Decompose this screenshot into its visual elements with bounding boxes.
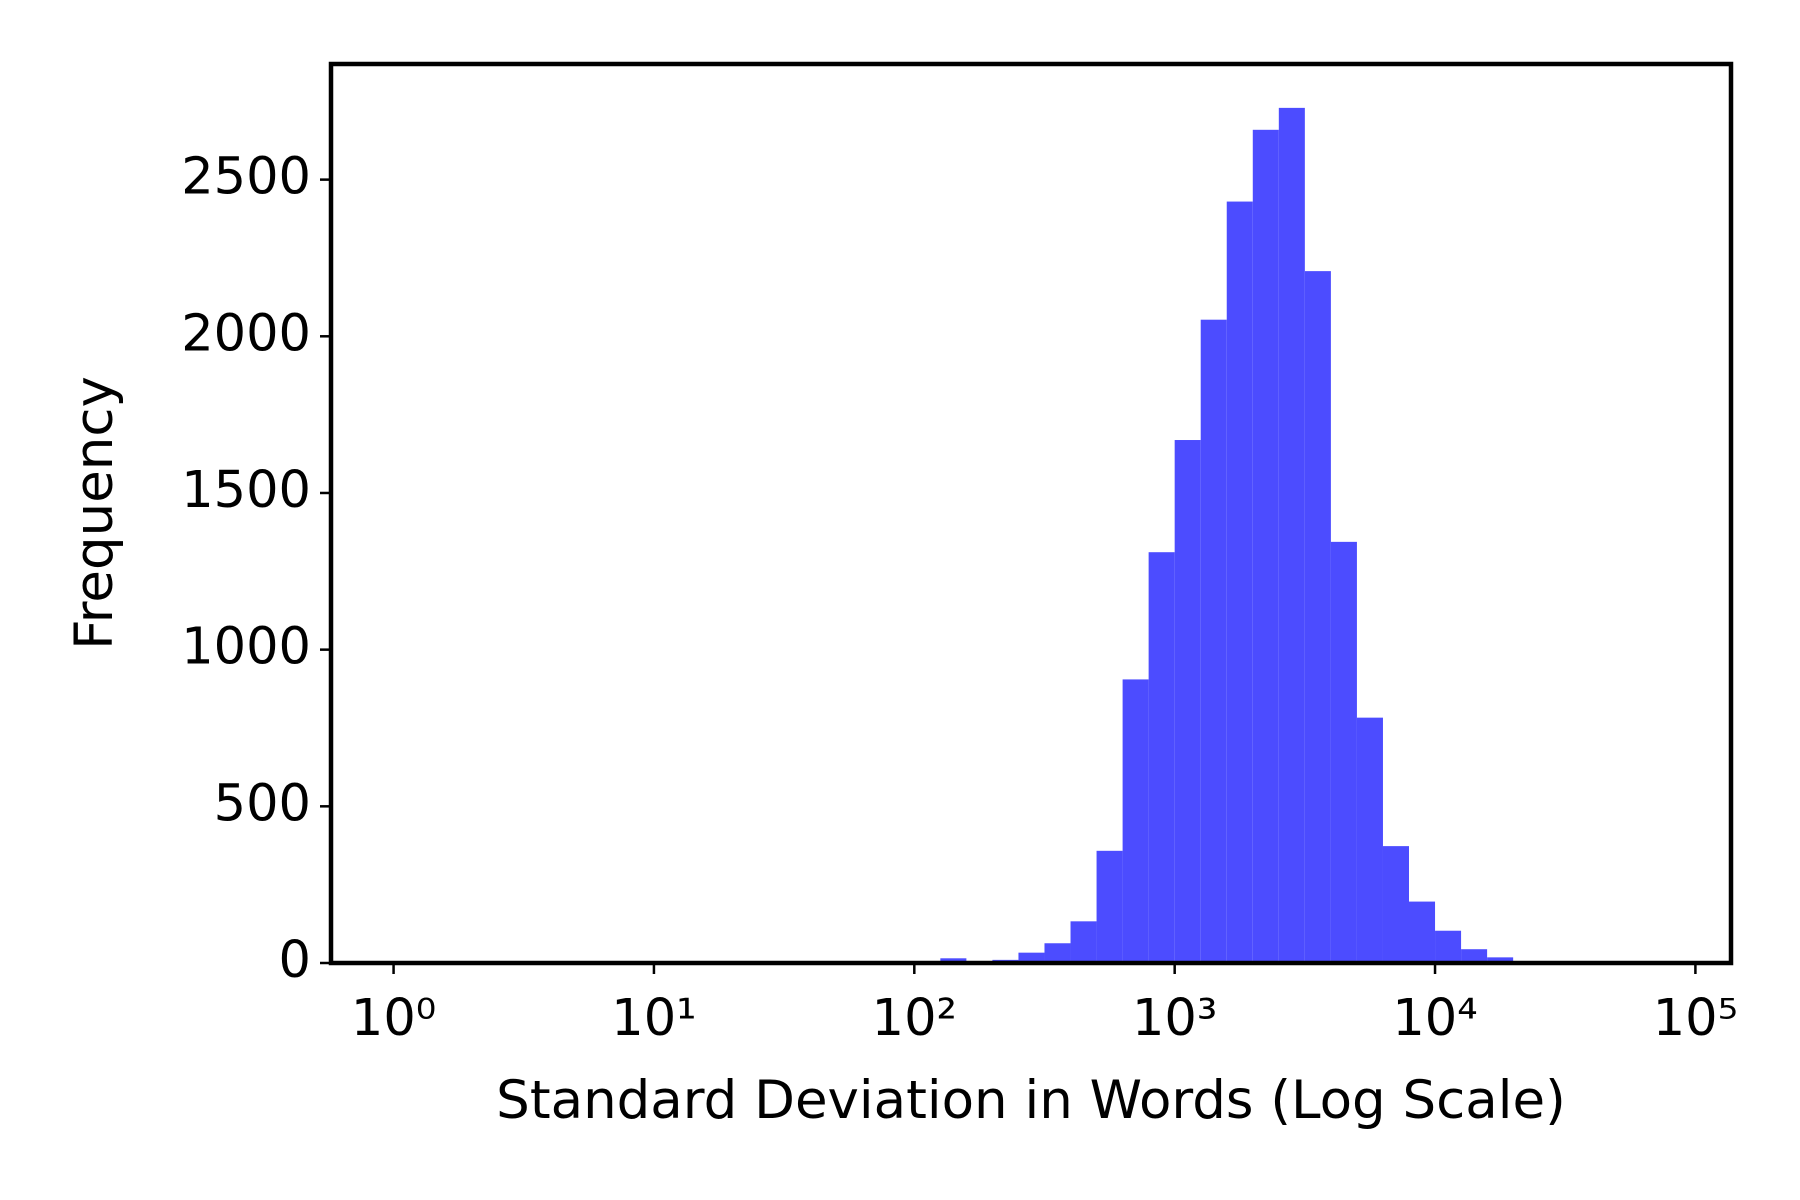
y-tick-label: 2000 — [181, 304, 311, 363]
bar — [1018, 952, 1045, 963]
bar — [1330, 541, 1357, 963]
bar — [1122, 679, 1149, 963]
y-tick-label: 0 — [279, 931, 311, 990]
bar — [1148, 552, 1175, 963]
bar — [1487, 957, 1514, 963]
bar — [1096, 850, 1123, 963]
bar — [1200, 319, 1227, 964]
bar — [1304, 271, 1331, 963]
y-tick-label: 2500 — [181, 148, 311, 207]
y-tick-label: 1500 — [181, 461, 311, 520]
bar — [1409, 901, 1436, 963]
plot-frame — [328, 61, 1734, 966]
bar — [1435, 930, 1462, 963]
bar — [1252, 129, 1279, 964]
y-tick-label: 500 — [214, 774, 311, 833]
bar — [1226, 201, 1253, 963]
x-tick-label: 10⁵ — [1653, 989, 1738, 1048]
bar — [1044, 943, 1071, 963]
bar — [1174, 440, 1201, 963]
x-tick-label: 10² — [872, 989, 957, 1048]
x-tick-label: 10¹ — [611, 989, 696, 1048]
bar — [1461, 949, 1488, 963]
x-axis-label: Standard Deviation in Words (Log Scale) — [496, 1070, 1566, 1131]
bar — [1356, 717, 1383, 963]
bar — [1382, 846, 1410, 963]
bar — [1070, 921, 1097, 963]
x-tick-label: 10⁴ — [1392, 989, 1477, 1048]
bar — [1278, 107, 1305, 963]
y-tick-label: 1000 — [181, 618, 311, 677]
x-tick-label: 10⁰ — [351, 989, 436, 1048]
bar — [940, 958, 967, 963]
x-tick-label: 10³ — [1132, 989, 1217, 1048]
y-axis-label: Frequency — [64, 376, 125, 650]
